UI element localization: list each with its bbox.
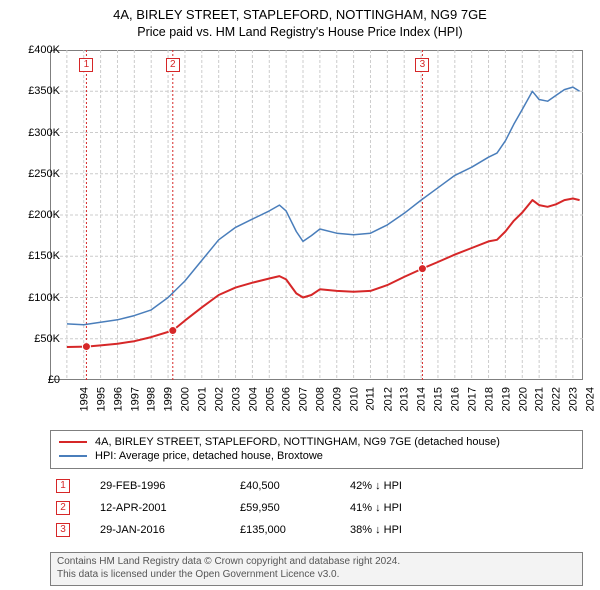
chart-marker-1: 1 [79, 58, 93, 72]
x-tick-label: 2020 [517, 387, 529, 411]
x-tick-label: 2004 [247, 387, 259, 411]
y-tick-label: £400K [28, 44, 60, 56]
y-tick-label: £100K [28, 292, 60, 304]
marker-row-pct: 38% ↓ HPI [350, 524, 470, 536]
x-tick-label: 1998 [146, 387, 158, 411]
x-tick-label: 2001 [197, 387, 209, 411]
legend-item-hpi: HPI: Average price, detached house, Brox… [59, 449, 574, 463]
chart-title-line2: Price paid vs. HM Land Registry's House … [0, 24, 600, 41]
marker-row-1: 1 29-FEB-1996£40,50042% ↓ HPI [50, 475, 583, 497]
marker-row-box-3: 3 [56, 523, 70, 537]
marker-row-box-1: 1 [56, 479, 70, 493]
footer-line1: Contains HM Land Registry data © Crown c… [57, 556, 576, 569]
x-tick-label: 2010 [348, 387, 360, 411]
marker-row-pct: 41% ↓ HPI [350, 502, 470, 514]
footer-line2: This data is licensed under the Open Gov… [57, 569, 576, 582]
y-tick-label: £350K [28, 85, 60, 97]
x-tick-label: 2007 [298, 387, 310, 411]
y-tick-label: £150K [28, 250, 60, 262]
x-tick-label: 2003 [230, 387, 242, 411]
y-tick-label: £200K [28, 209, 60, 221]
x-tick-label: 2017 [466, 387, 478, 411]
x-tick-label: 2014 [416, 387, 428, 411]
marker-row-2: 2 12-APR-2001£59,95041% ↓ HPI [50, 497, 583, 519]
chart-marker-2: 2 [166, 58, 180, 72]
legend-item-property: 4A, BIRLEY STREET, STAPLEFORD, NOTTINGHA… [59, 435, 574, 449]
legend-swatch-property [59, 441, 87, 443]
legend-box: 4A, BIRLEY STREET, STAPLEFORD, NOTTINGHA… [50, 430, 583, 469]
x-tick-label: 1994 [78, 387, 90, 411]
footer-box: Contains HM Land Registry data © Crown c… [50, 552, 583, 586]
marker-row-date: 12-APR-2001 [100, 502, 240, 514]
x-tick-label: 2009 [331, 387, 343, 411]
marker-row-pct: 42% ↓ HPI [350, 480, 470, 492]
x-tick-label: 1999 [163, 387, 175, 411]
x-tick-label: 2024 [584, 387, 596, 411]
x-tick-label: 2005 [264, 387, 276, 411]
x-tick-label: 2011 [364, 387, 376, 411]
x-tick-label: 1996 [112, 387, 124, 411]
x-tick-label: 2008 [315, 387, 327, 411]
legend-swatch-hpi [59, 455, 87, 457]
marker-row-price: £135,000 [240, 524, 350, 536]
marker-table: 1 29-FEB-1996£40,50042% ↓ HPI 2 12-APR-2001… [50, 475, 583, 541]
chart-area [50, 50, 583, 380]
chart-svg [50, 50, 583, 380]
marker-row-price: £40,500 [240, 480, 350, 492]
chart-title-block: 4A, BIRLEY STREET, STAPLEFORD, NOTTINGHA… [0, 0, 600, 40]
chart-title-line1: 4A, BIRLEY STREET, STAPLEFORD, NOTTINGHA… [0, 6, 600, 24]
y-tick-label: £250K [28, 168, 60, 180]
marker-row-3: 3 29-JAN-2016£135,00038% ↓ HPI [50, 519, 583, 541]
marker-row-date: 29-JAN-2016 [100, 524, 240, 536]
x-tick-label: 2002 [213, 387, 225, 411]
x-tick-label: 2019 [500, 387, 512, 411]
x-tick-label: 2015 [433, 387, 445, 411]
chart-marker-3: 3 [415, 58, 429, 72]
marker-row-box-2: 2 [56, 501, 70, 515]
x-tick-label: 2000 [180, 387, 192, 411]
y-tick-label: £300K [28, 127, 60, 139]
legend-label-property: 4A, BIRLEY STREET, STAPLEFORD, NOTTINGHA… [95, 436, 500, 448]
x-tick-label: 2023 [568, 387, 580, 411]
legend-label-hpi: HPI: Average price, detached house, Brox… [95, 450, 323, 462]
x-tick-label: 1997 [129, 387, 141, 411]
marker-row-price: £59,950 [240, 502, 350, 514]
marker-row-date: 29-FEB-1996 [100, 480, 240, 492]
x-tick-label: 2012 [382, 387, 394, 411]
x-tick-label: 2022 [551, 387, 563, 411]
x-tick-label: 2016 [450, 387, 462, 411]
y-tick-label: £50K [34, 333, 60, 345]
x-tick-label: 2018 [483, 387, 495, 411]
x-tick-label: 2006 [281, 387, 293, 411]
x-tick-label: 2021 [534, 387, 546, 411]
x-tick-label: 2013 [399, 387, 411, 411]
y-tick-label: £0 [48, 374, 60, 386]
x-tick-label: 1995 [95, 387, 107, 411]
